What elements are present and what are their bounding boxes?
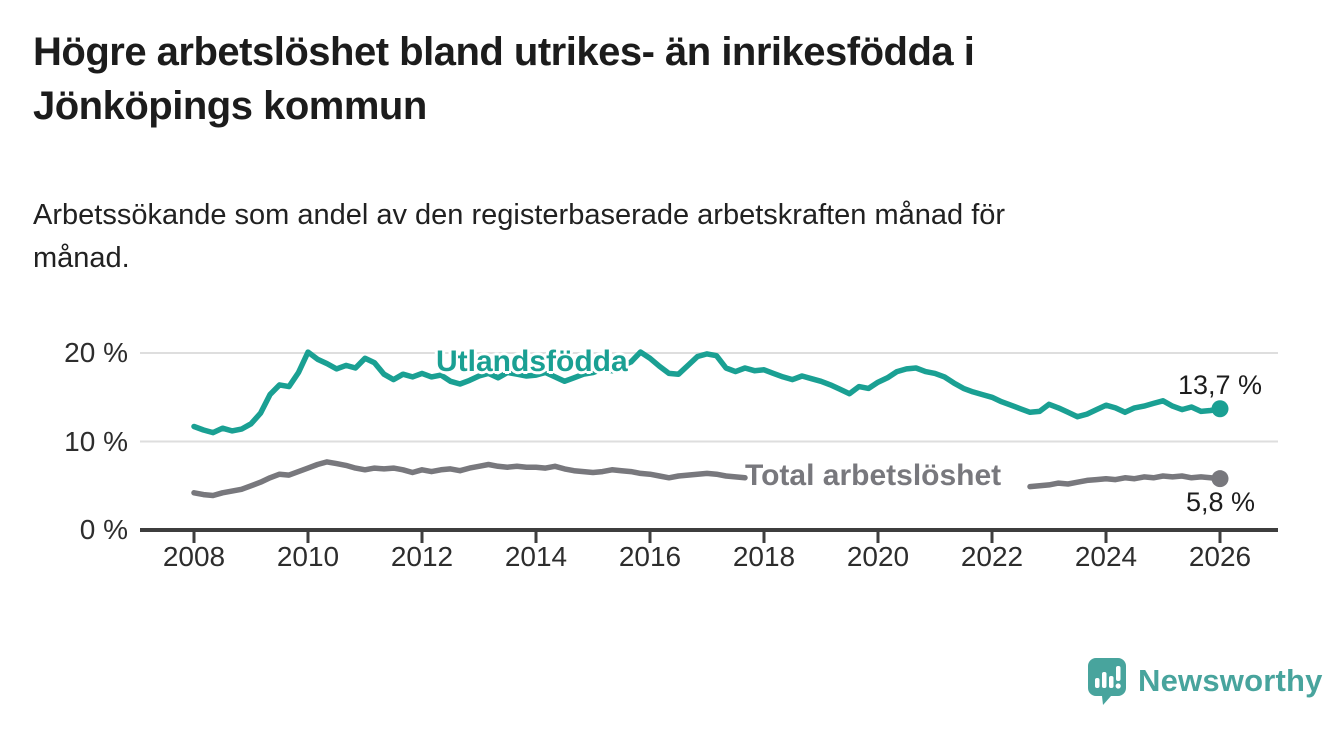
series-label-total-arbetsloshet: Total arbetslöshet (745, 459, 1002, 492)
series-line-0 (191, 349, 1223, 436)
series-end-dot-0 (1211, 400, 1229, 418)
newsworthy-logo-icon (1088, 658, 1126, 705)
x-tick-label-2016: 2016 (618, 541, 682, 572)
chart-subtitle-line-1: Arbetssökande som andel av den registerb… (33, 199, 1006, 231)
x-tick-label-2010: 2010 (276, 541, 340, 572)
branding: Newsworthy (1088, 656, 1322, 706)
x-tick-label-2026: 2026 (1188, 541, 1252, 572)
x-tick-label-2024: 2024 (1074, 541, 1138, 572)
series-end-dot-1 (1211, 470, 1229, 488)
end-value-label-total: 5,8 % (1185, 487, 1255, 517)
end-value-label-utlandsfodda: 13,7 % (1177, 370, 1262, 400)
x-tick-label-2018: 2018 (732, 541, 796, 572)
x-tick-label-2012: 2012 (390, 541, 454, 572)
series-line-1 (1027, 473, 1223, 490)
y-tick-label-20: 20 % (64, 337, 128, 368)
series-line-1 (191, 459, 748, 499)
x-tick-label-2020: 2020 (846, 541, 910, 572)
newsworthy-logo-text: Newsworthy (1138, 663, 1323, 698)
y-tick-label-10: 10 % (64, 425, 128, 457)
x-tick-label-2014: 2014 (504, 541, 568, 572)
page-title-line-1: Högre arbetslöshet bland utrikes- än inr… (33, 30, 975, 74)
chart-canvas (140, 349, 1278, 543)
series-label-utlandsfodda: Utlandsfödda (436, 345, 628, 378)
page-title-line-2: Jönköpings kommun (33, 84, 427, 128)
chart-subtitle-line-2: månad. (33, 242, 130, 274)
line-chart (0, 300, 1340, 600)
y-tick-label-0: 0 % (79, 514, 128, 545)
x-tick-label-2022: 2022 (960, 541, 1024, 572)
x-tick-label-2008: 2008 (162, 541, 226, 572)
